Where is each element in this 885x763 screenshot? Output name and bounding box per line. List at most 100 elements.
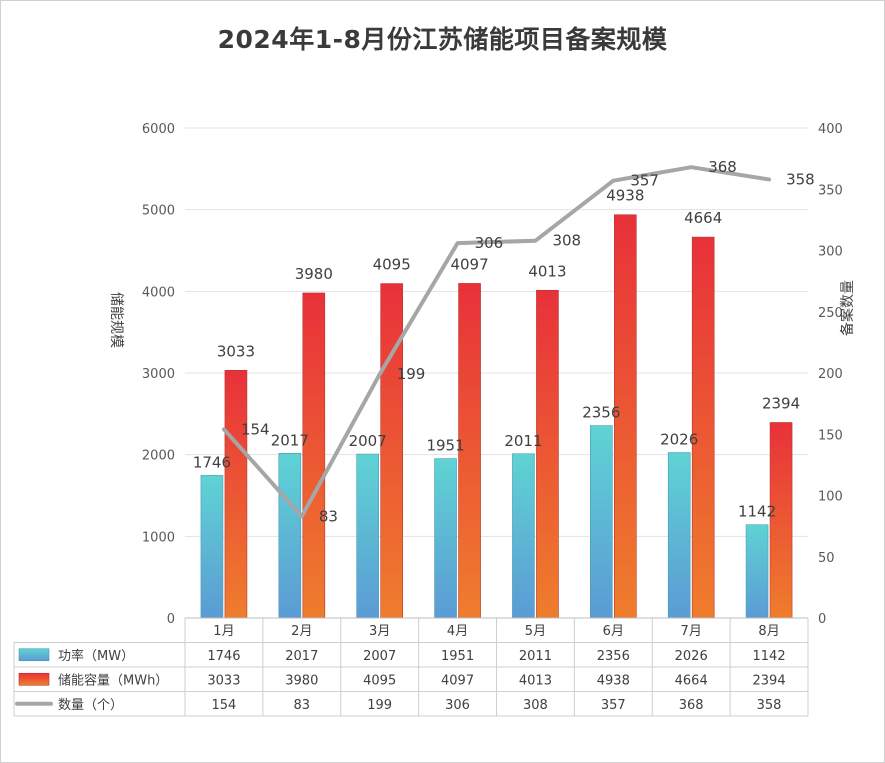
y-tick-label: 0 <box>167 612 175 627</box>
table-cell: 4013 <box>519 673 552 688</box>
legend-swatch <box>18 648 50 662</box>
category-label: 4月 <box>447 624 468 639</box>
table-cell: 4097 <box>441 673 474 688</box>
power-value-label: 1746 <box>193 453 231 471</box>
table-cell: 1746 <box>207 649 240 664</box>
chart-title: 2024年1-8月份江苏储能项目备案规模 <box>217 25 668 54</box>
power-value-label: 1142 <box>738 503 776 521</box>
y2-tick-label: 150 <box>818 428 843 443</box>
category-label: 2月 <box>291 624 312 639</box>
table-cell: 1142 <box>753 649 786 664</box>
count-value-label: 308 <box>552 232 581 250</box>
series-name: 功率（MW） <box>58 648 134 664</box>
table-cell: 2356 <box>597 649 630 664</box>
table-cell: 2017 <box>285 649 318 664</box>
capacity-value-label: 4938 <box>606 187 644 205</box>
count-value-label: 358 <box>786 170 815 188</box>
table-cell: 308 <box>523 698 548 713</box>
table-cell: 4664 <box>675 673 708 688</box>
capacity-value-label: 4097 <box>450 255 488 273</box>
gridlines <box>185 127 808 537</box>
capacity-bar <box>380 283 403 619</box>
power-bar <box>512 453 535 619</box>
capacity-value-label: 3033 <box>217 342 255 360</box>
power-bar <box>434 458 457 619</box>
category-label: 3月 <box>369 624 390 639</box>
power-value-label: 2026 <box>660 431 698 449</box>
capacity-value-label: 4013 <box>528 262 566 280</box>
power-value-label: 2011 <box>504 432 542 450</box>
capacity-bar <box>302 292 326 619</box>
count-value-label: 306 <box>475 234 504 252</box>
y-tick-label: 3000 <box>142 367 175 382</box>
capacity-bar <box>691 236 715 619</box>
capacity-bar <box>536 289 559 619</box>
power-bar <box>278 452 302 619</box>
table-cell: 3033 <box>207 673 240 688</box>
power-bar <box>590 425 613 619</box>
axes: 0 1000 2000 3000 4000 5000 6000 0 50 100 150 200 250… <box>108 122 856 627</box>
table-cell: 4095 <box>363 673 396 688</box>
y-tick-label: 6000 <box>142 122 175 137</box>
bars <box>200 214 793 619</box>
power-bar <box>745 524 769 619</box>
capacity-value-label: 3980 <box>295 265 333 283</box>
power-value-label: 2017 <box>271 431 309 449</box>
data-labels: 1746 3033 2017 3980 2007 4095 1951 4097 2011 4013… <box>193 158 815 525</box>
table-cell: 2007 <box>363 649 396 664</box>
power-value-label: 2356 <box>582 404 620 422</box>
table-cell: 306 <box>445 698 470 713</box>
power-bar <box>200 475 224 619</box>
power-value-label: 1951 <box>426 437 464 455</box>
y2-tick-label: 50 <box>818 551 835 566</box>
table-cell: 368 <box>679 698 704 713</box>
y2-tick-label: 200 <box>818 367 843 382</box>
y2-tick-label: 400 <box>818 122 843 137</box>
power-bar <box>356 453 379 619</box>
count-value-label: 199 <box>397 365 426 383</box>
series-name: 储能容量（MWh） <box>58 672 168 688</box>
table-cell: 2394 <box>753 673 786 688</box>
table-cell: 199 <box>367 698 392 713</box>
table-cell: 358 <box>757 698 782 713</box>
y-tick-label: 1000 <box>142 530 175 545</box>
capacity-value-label: 4664 <box>684 209 722 227</box>
table-cell: 357 <box>601 698 626 713</box>
category-label: 7月 <box>681 624 702 639</box>
y2-tick-label: 250 <box>818 306 843 321</box>
table-cell: 2011 <box>519 649 552 664</box>
y-tick-label: 2000 <box>142 449 175 464</box>
count-line <box>221 165 772 519</box>
category-label: 8月 <box>758 624 779 639</box>
y2-tick-label: 100 <box>818 490 843 505</box>
category-label: 1月 <box>213 624 234 639</box>
count-value-label: 83 <box>319 507 338 525</box>
legend-swatch <box>18 672 50 686</box>
capacity-bar <box>224 370 248 619</box>
count-line-path <box>221 165 772 519</box>
table-cell: 1951 <box>441 649 474 664</box>
category-label: 5月 <box>525 624 546 639</box>
y2-tick-label: 300 <box>818 245 843 260</box>
series-name: 数量（个） <box>58 698 123 713</box>
table-cell: 4938 <box>597 673 630 688</box>
table-cell: 83 <box>294 698 311 713</box>
power-value-label: 2007 <box>349 432 387 450</box>
y2-tick-label: 0 <box>818 612 826 627</box>
power-bar <box>667 452 691 619</box>
category-label: 6月 <box>603 624 624 639</box>
y-tick-label: 4000 <box>142 285 175 300</box>
capacity-value-label: 4095 <box>373 256 411 274</box>
y2-tick-label: 350 <box>818 183 843 198</box>
count-value-label: 357 <box>630 172 659 190</box>
table-cell: 154 <box>212 698 237 713</box>
table-cell: 2026 <box>675 649 708 664</box>
table-cell: 3980 <box>285 673 318 688</box>
y-tick-label: 5000 <box>142 204 175 219</box>
capacity-value-label: 2394 <box>762 394 800 412</box>
y2-axis-title: 备案数量 <box>839 280 856 336</box>
y-axis-title: 储能规模 <box>108 292 124 348</box>
